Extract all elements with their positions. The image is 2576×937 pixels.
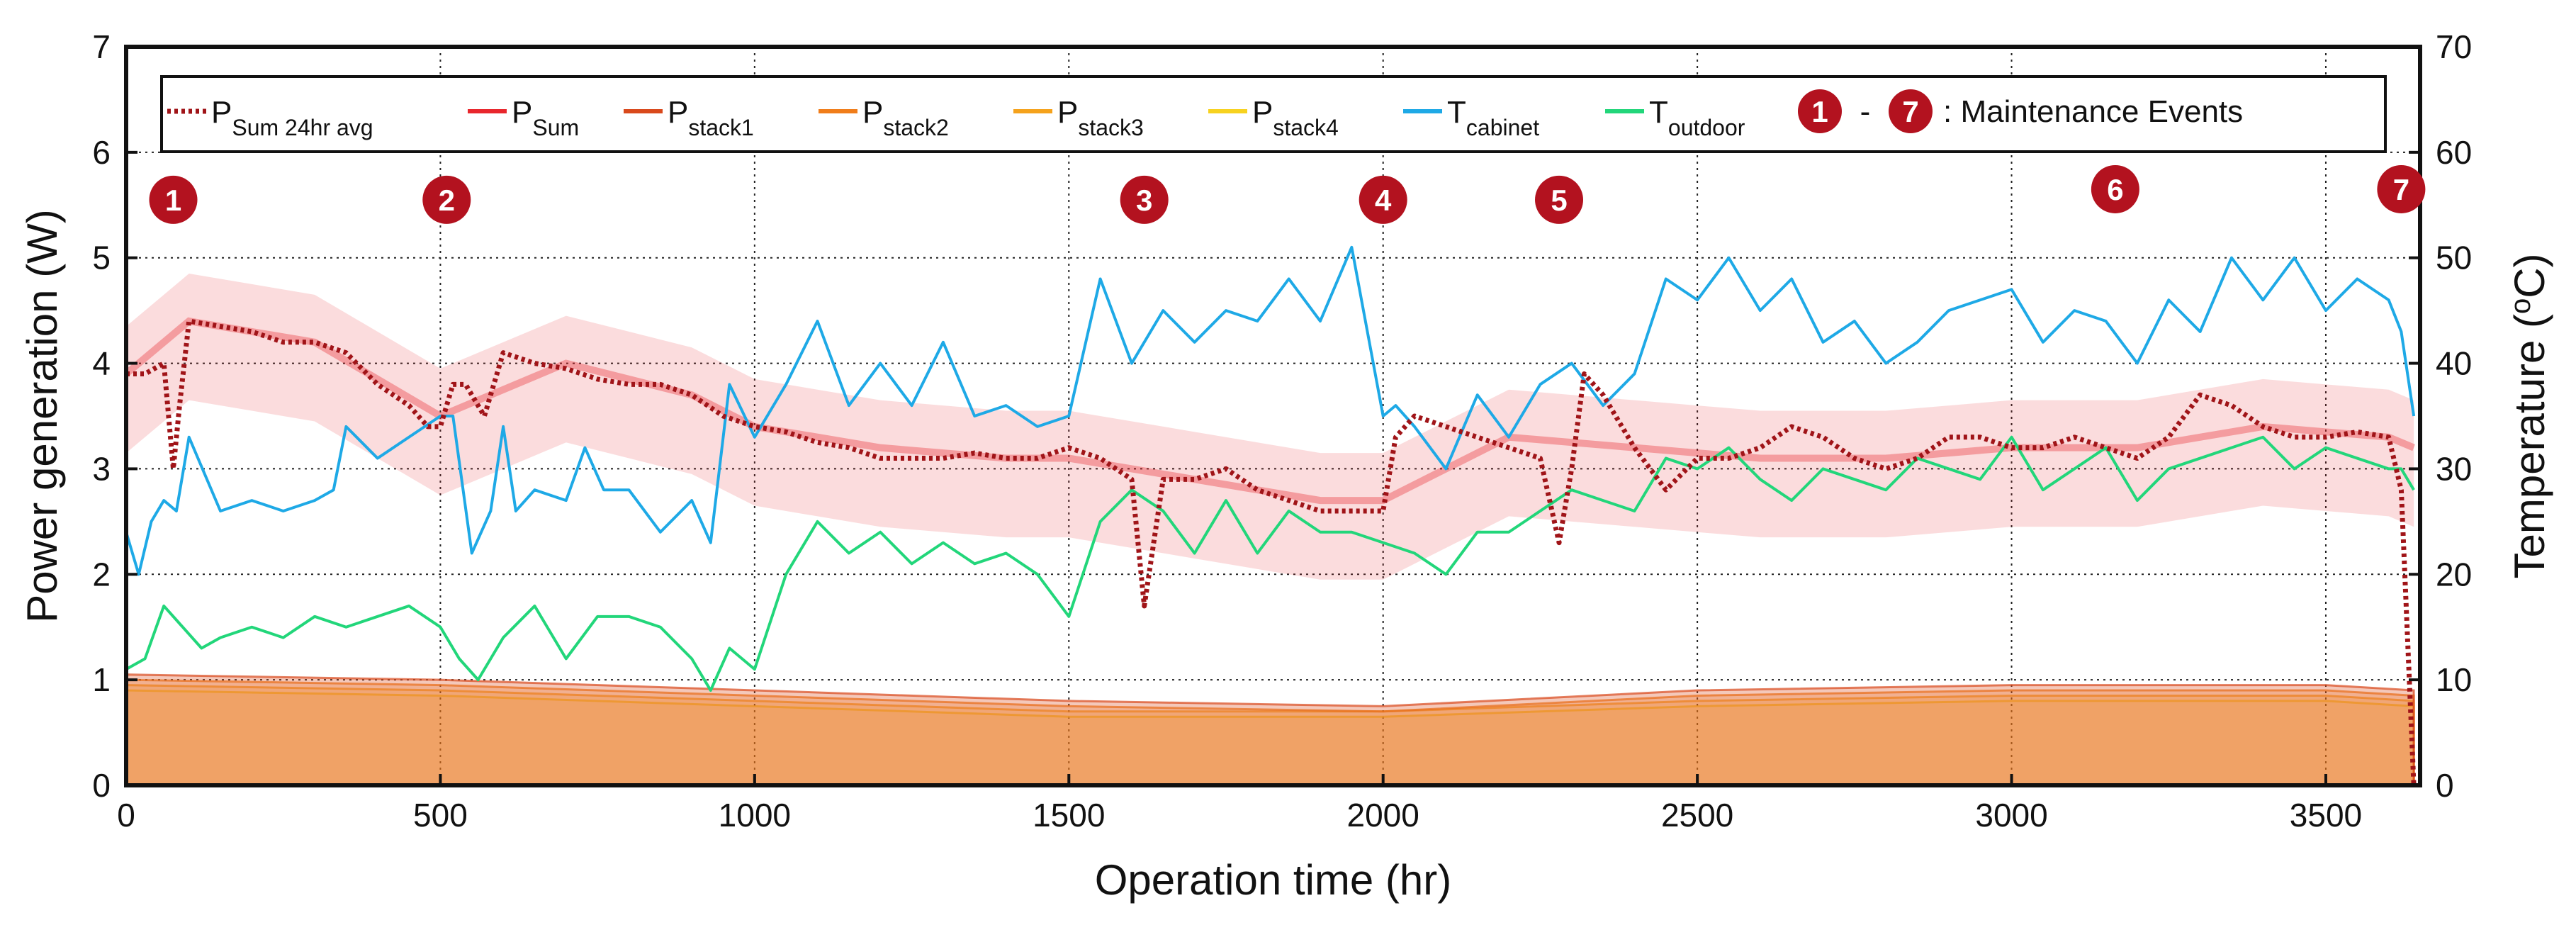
event-marker: 3 xyxy=(1120,175,1169,224)
legend-event-circle-start xyxy=(1798,89,1842,133)
legend: PSum 24hr avg PSum Pstack1 Pstack2 Pstack3 Ps… xyxy=(160,75,2387,153)
legend-event-end: 7 xyxy=(1902,95,1918,128)
legend-label: Pstack4 xyxy=(1252,95,1339,140)
event-circle xyxy=(1535,175,1584,224)
y-left-tick-label: 5 xyxy=(92,240,111,276)
legend-label: Pstack1 xyxy=(668,95,754,140)
y-left-tick-label: 3 xyxy=(92,450,111,487)
event-marker: 5 xyxy=(1535,175,1584,224)
legend-event-circle-end xyxy=(1889,89,1933,133)
series-p_sum_24hr_avg xyxy=(126,318,2417,786)
x-axis-title: Operation time (hr) xyxy=(1095,856,1452,904)
legend-entry-p_sum: PSum xyxy=(468,95,579,140)
legend-events-text: : Maintenance Events xyxy=(1943,94,2243,129)
y-left-tick-label: 6 xyxy=(92,134,111,171)
y-left-tick-label: 2 xyxy=(92,556,111,593)
event-circle xyxy=(2091,164,2139,213)
x-tick-label: 1500 xyxy=(1033,797,1105,834)
event-label: 4 xyxy=(1375,184,1392,217)
legend-entry-p_stack4: Pstack4 xyxy=(1208,95,1339,140)
series-t_outdoor xyxy=(125,435,2415,692)
grid-lines xyxy=(126,47,2420,785)
event-marker: 6 xyxy=(2091,164,2139,213)
legend-label: Pstack3 xyxy=(1057,95,1144,140)
event-label: 7 xyxy=(2393,173,2409,206)
x-tick-label: 500 xyxy=(413,797,468,834)
x-tick-label: 3000 xyxy=(1975,797,2047,834)
legend-box xyxy=(160,75,2387,153)
event-label: 6 xyxy=(2107,173,2123,206)
x-tick-label: 2000 xyxy=(1347,797,1419,834)
event-circle xyxy=(2377,164,2426,213)
x-tick-label: 3500 xyxy=(2290,797,2362,834)
event-label: 3 xyxy=(1136,184,1152,217)
y-left-tick-label: 0 xyxy=(92,767,111,804)
legend-entry-t_cabinet: Tcabinet xyxy=(1403,95,1539,140)
series-p_sum-core xyxy=(123,317,2416,505)
legend-label: Pstack2 xyxy=(862,95,949,140)
y-left-axis-title: Power generation (W) xyxy=(18,209,66,623)
event-circle xyxy=(1359,175,1407,224)
event-marker: 1 xyxy=(149,175,198,224)
y-left-tick-label: 7 xyxy=(92,28,111,65)
legend-label: Toutdoor xyxy=(1649,95,1745,140)
event-label: 2 xyxy=(439,184,455,217)
y-right-tick-label: 30 xyxy=(2436,450,2472,487)
event-circle xyxy=(422,175,471,224)
y-right-tick-label: 0 xyxy=(2436,767,2454,804)
legend-label: PSum xyxy=(512,95,579,140)
event-marker: 7 xyxy=(2377,164,2426,213)
x-tick-label: 2500 xyxy=(1661,797,1733,834)
axis-ticks: 0 500 1000 1500 2000 2500 3000 3500012345670102… xyxy=(92,28,2472,834)
legend-entry-p_stack2: Pstack2 xyxy=(819,95,949,140)
legend-label: PSum 24hr avg xyxy=(211,95,373,140)
y-right-axis-title: Temperature (oC) xyxy=(2505,253,2553,578)
legend-event-start: 1 xyxy=(1811,95,1828,128)
event-circle xyxy=(1120,175,1169,224)
legend-entry-p_stack3: Pstack3 xyxy=(1013,95,1144,140)
event-circle xyxy=(149,175,198,224)
legend-event-sep: - xyxy=(1860,94,1871,129)
legend-label: Tcabinet xyxy=(1447,95,1539,140)
y-right-tick-label: 70 xyxy=(2436,28,2472,65)
event-marker: 2 xyxy=(422,175,471,224)
legend-entry-p_stack1: Pstack1 xyxy=(624,95,754,140)
legend-events: 1-7 : Maintenance Events xyxy=(1798,89,2243,133)
y-left-tick-label: 1 xyxy=(92,661,111,698)
x-tick-label: 1000 xyxy=(719,797,791,834)
y-right-tick-label: 60 xyxy=(2436,134,2472,171)
series-p_stack1 xyxy=(125,673,2415,787)
y-right-tick-label: 40 xyxy=(2436,345,2472,382)
x-tick-label: 0 xyxy=(117,797,135,834)
event-marker: 4 xyxy=(1359,175,1407,224)
legend-entry-p_sum_24hr_avg: PSum 24hr avg xyxy=(167,95,373,140)
series-t_cabinet xyxy=(125,245,2416,576)
legend-entry-t_outdoor: Toutdoor xyxy=(1605,95,1745,140)
y-right-tick-label: 10 xyxy=(2436,661,2472,698)
y-left-tick-label: 4 xyxy=(92,345,111,382)
event-label: 1 xyxy=(165,184,181,217)
series-p_sum xyxy=(126,274,2414,580)
y-right-tick-label: 20 xyxy=(2436,556,2472,593)
plot-frame xyxy=(124,45,2422,787)
y-right-tick-label: 50 xyxy=(2436,240,2472,276)
event-label: 5 xyxy=(1551,184,1567,217)
maintenance-events: 1 2 3 4 5 6 7 xyxy=(149,164,2426,224)
